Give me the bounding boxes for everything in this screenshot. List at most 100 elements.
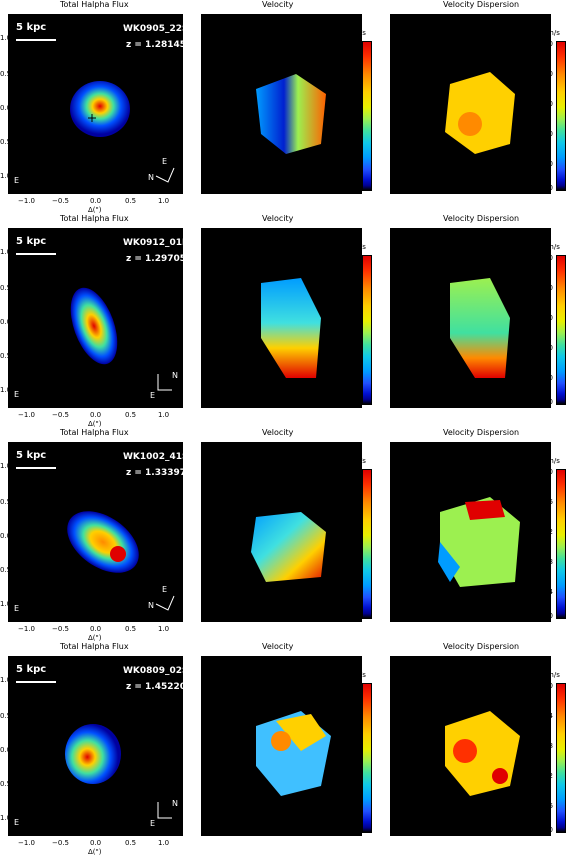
velocity-map	[201, 228, 362, 408]
svg-text:E: E	[162, 585, 167, 594]
x-tick: 0.0	[90, 411, 102, 419]
dispersion-tick: 150	[539, 40, 553, 48]
y-tick: 0.0	[0, 318, 12, 326]
velocity-panel-title: Velocity	[262, 428, 294, 437]
svg-text:N: N	[172, 371, 178, 380]
dispersion-blob	[445, 72, 515, 154]
x-tick: 1.0	[158, 411, 170, 419]
object-name: WK0809_02S	[123, 666, 183, 676]
velocity-unit: km/s	[349, 243, 366, 251]
flux-map: 5 kpc WK0912_01R z = 1.29705 E N E	[8, 228, 183, 408]
flux-panel-title: Total Halpha Flux	[60, 0, 129, 9]
dispersion-panel-title: Velocity Dispersion	[443, 214, 520, 223]
dispersion-tick: 30	[544, 160, 553, 168]
scale-bar	[16, 39, 56, 41]
velocity-tick: −50	[344, 366, 359, 374]
x-tick: 0.0	[90, 625, 102, 633]
dispersion-tick: 104	[539, 712, 553, 720]
compass-arrows: N E	[150, 371, 178, 398]
velocity-colorbar	[362, 683, 372, 833]
compass-arrows: N E	[150, 799, 178, 826]
flux-blob	[70, 287, 118, 365]
dispersion-tick: 60	[544, 344, 553, 352]
dispersion-tick: 120	[539, 468, 553, 476]
velocity-tick: 0	[354, 329, 359, 337]
velocity-tick: −80	[344, 184, 359, 192]
dispersion-tick: 30	[544, 374, 553, 382]
velocity-tick: −100	[339, 398, 359, 406]
scale-label: 5 kpc	[16, 664, 47, 675]
x-tick: −1.0	[18, 839, 35, 847]
dispersion-tick: 106	[539, 498, 553, 506]
y-tick: 0.5	[0, 352, 12, 360]
scale-label: 5 kpc	[16, 450, 47, 461]
flux-blob	[67, 511, 139, 573]
velocity-tick: 23	[350, 720, 359, 728]
x-tick: 0.5	[125, 197, 137, 205]
dispersion-tick: 50	[544, 612, 553, 620]
velocity-tick: 50	[350, 682, 359, 690]
dispersion-map	[390, 228, 551, 408]
x-tick: 1.0	[158, 625, 170, 633]
velocity-tick: 50	[350, 40, 359, 48]
velocity-blob	[256, 74, 326, 154]
dispersion-tick: 60	[544, 130, 553, 138]
dispersion-tick: 150	[539, 254, 553, 262]
dispersion-colorbar	[556, 469, 566, 619]
dispersion-tick: 130	[539, 682, 553, 690]
x-tick: 1.0	[158, 839, 170, 847]
svg-text:E: E	[150, 391, 155, 398]
dispersion-map	[390, 442, 551, 622]
velocity-blob	[256, 711, 331, 796]
dispersion-map	[390, 656, 551, 836]
redshift: z = 1.45220	[126, 682, 183, 692]
x-tick: 0.5	[125, 839, 137, 847]
flux-map: 5 kpc WK0905_22S z = 1.28145 E E N	[8, 14, 183, 194]
velocity-blob	[261, 278, 321, 378]
scale-label: 5 kpc	[16, 236, 47, 247]
object-name: WK0905_22S	[123, 24, 183, 34]
velocity-tick: −90	[344, 612, 359, 620]
dispersion-tick: 90	[544, 314, 553, 322]
dispersion-unit: km/s	[543, 29, 560, 37]
dispersion-panel-title: Velocity Dispersion	[443, 428, 520, 437]
y-tick: 1.0	[0, 676, 12, 684]
y-tick: 0.5	[0, 70, 12, 78]
dispersion-tick: 120	[539, 70, 553, 78]
x-tick: −1.0	[18, 625, 35, 633]
dispersion-panel-title: Velocity Dispersion	[443, 642, 520, 651]
y-tick: 0.5	[0, 498, 12, 506]
galaxy-row-2: Total Halpha Flux Velocity Velocity Disp…	[0, 214, 579, 428]
redshift: z = 1.33397	[126, 468, 183, 478]
compass-arrows: E N	[148, 157, 175, 183]
dispersion-tick: 0	[548, 826, 553, 834]
x-tick: 0.5	[125, 411, 137, 419]
dispersion-blob	[445, 711, 520, 796]
velocity-tick: 18	[350, 78, 359, 86]
svg-text:N: N	[148, 601, 154, 610]
object-name: WK0912_01R	[123, 238, 183, 248]
svg-text:E: E	[150, 819, 155, 826]
object-name: WK1002_41S	[123, 452, 183, 462]
dispersion-colorbar	[556, 41, 566, 191]
y-tick: 1.0	[0, 248, 12, 256]
svg-text:N: N	[148, 173, 154, 182]
velocity-colorbar	[362, 255, 372, 405]
dispersion-tick: 52	[544, 772, 553, 780]
y-tick: 1.0	[0, 814, 12, 822]
velocity-unit: km/s	[349, 671, 366, 679]
x-tick: −0.5	[52, 411, 69, 419]
dispersion-tick: 0	[548, 184, 553, 192]
scale-label: 5 kpc	[16, 22, 47, 33]
x-axis-label: Δ(")	[88, 634, 102, 642]
velocity-tick: 100	[345, 254, 359, 262]
dispersion-colorbar	[556, 683, 566, 833]
x-tick: 0.0	[90, 197, 102, 205]
scale-bar	[16, 681, 56, 683]
corner-label: E	[14, 390, 20, 399]
svg-text:E: E	[162, 157, 167, 166]
velocity-tick: −5	[348, 757, 359, 765]
dispersion-tick: 90	[544, 100, 553, 108]
y-tick: 1.0	[0, 462, 12, 470]
x-axis-label: Δ(")	[88, 848, 102, 856]
